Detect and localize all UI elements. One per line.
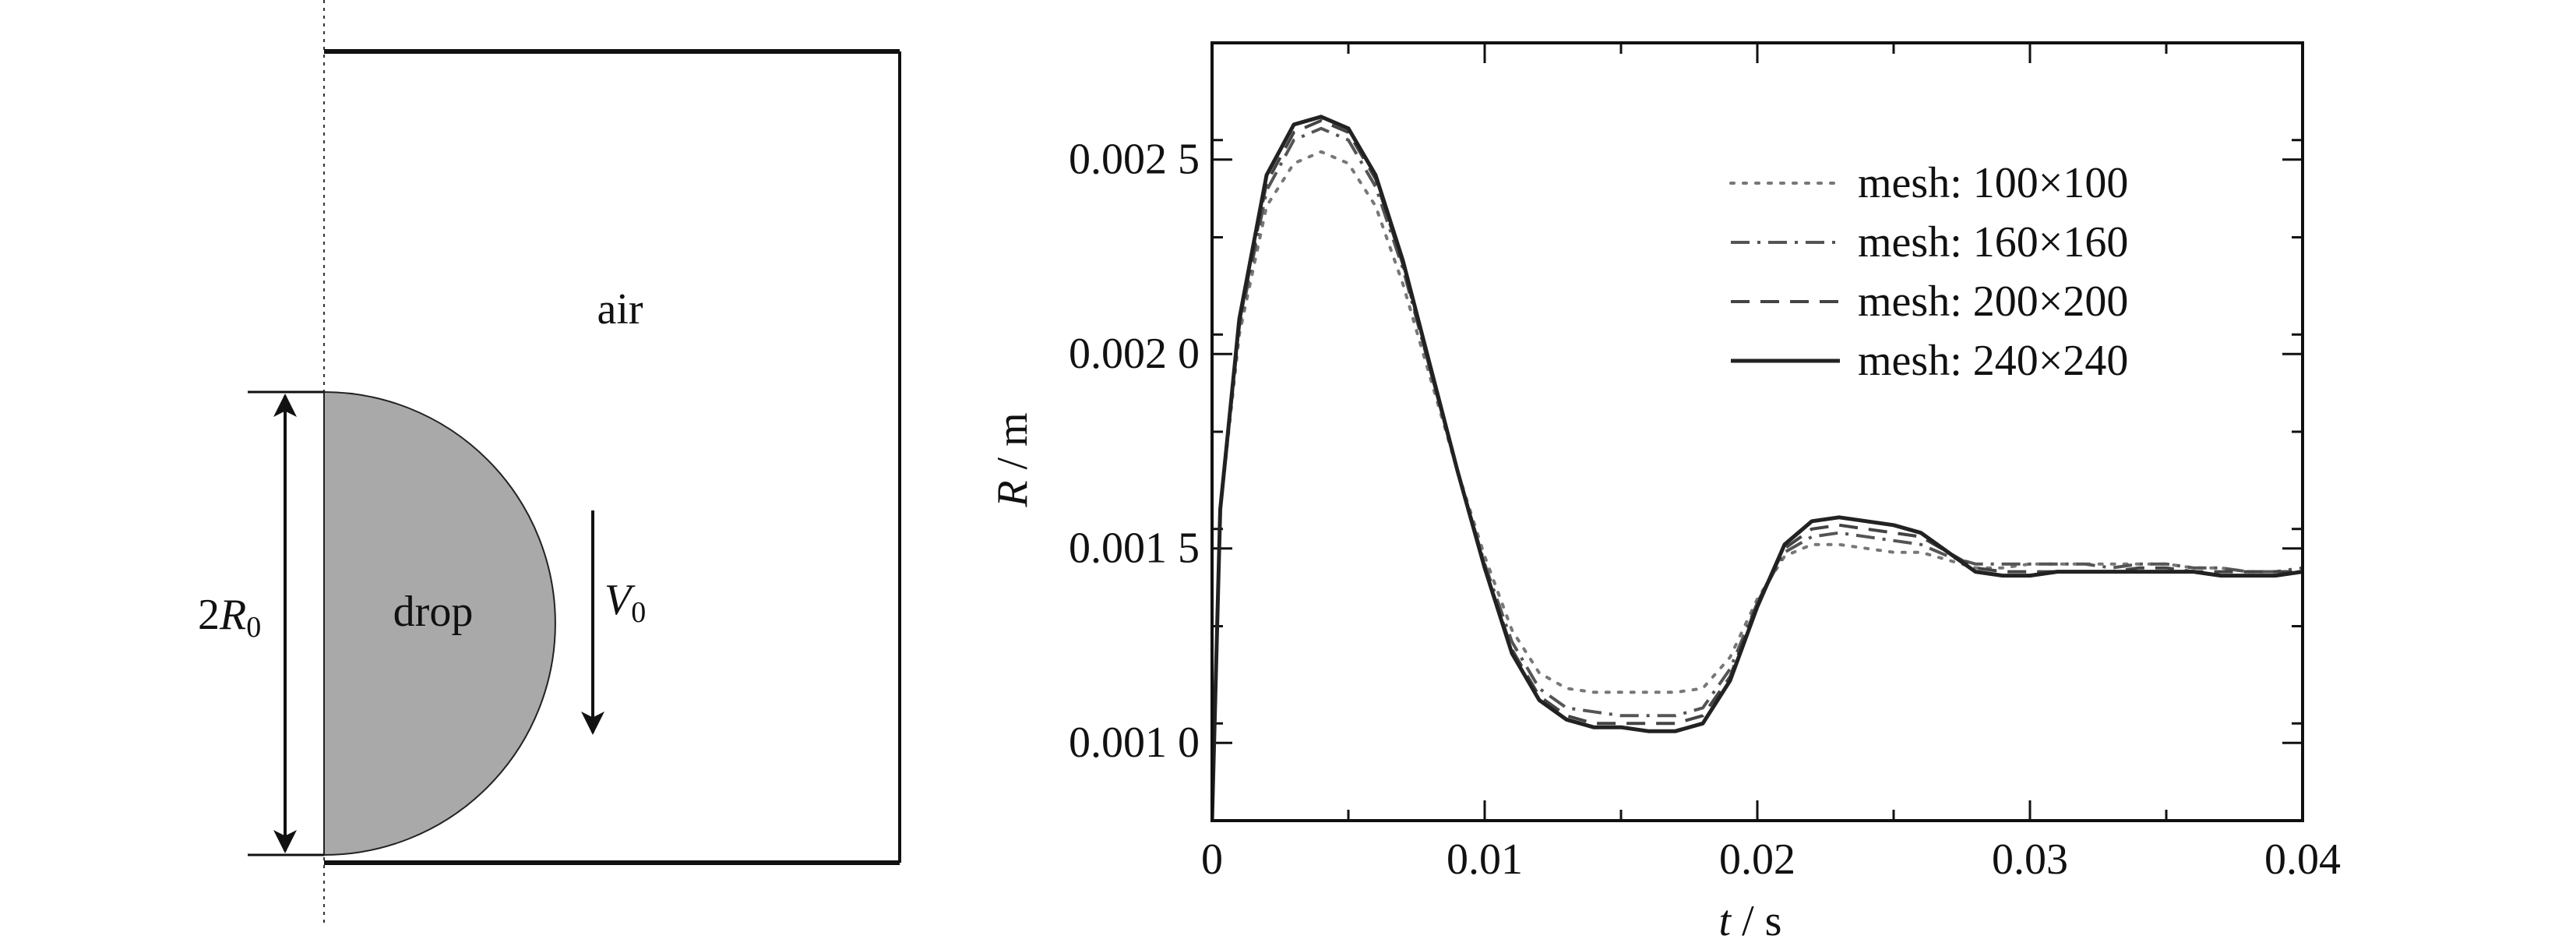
y-tick-label: 0.001 0 (1069, 719, 1200, 767)
legend-label: mesh: 200×200 (1858, 277, 2128, 326)
legend: mesh: 100×100 mesh: 160×160 mesh: 200×200 m… (1729, 159, 2128, 385)
x-tick-label: 0 (1201, 835, 1223, 884)
y-tick-label: 0.002 5 (1069, 136, 1200, 184)
series-line-3 (1212, 118, 2303, 821)
drop-shape (323, 390, 556, 856)
x-tick-label: 0.04 (2264, 835, 2341, 884)
velocity-label: V0 (604, 576, 646, 629)
y-tick-label: 0.002 0 (1069, 330, 1200, 378)
x-tick-label: 0.02 (1719, 835, 1795, 884)
x-axis-label: t / s (1719, 897, 1782, 945)
chart: 0.001 0 0.001 5 0.002 0 0.002 5 0 0.01 0.02 0.… (988, 41, 2341, 945)
plot-frame (1210, 41, 2304, 822)
diameter-label: 2R0 (198, 591, 261, 644)
x-axis-ticks: 0 0.01 0.02 0.03 0.04 (1201, 43, 2341, 884)
schematic-diagram: air drop 2R0 V0 (198, 0, 901, 927)
x-tick-label: 0.03 (1992, 835, 2068, 884)
series-line-4 (1212, 115, 2303, 821)
legend-label: mesh: 240×240 (1858, 337, 2128, 385)
air-label: air (597, 285, 643, 334)
y-axis-ticks: 0.001 0 0.001 5 0.002 0 0.002 5 (1069, 41, 2303, 822)
series-line-1 (1212, 150, 2303, 821)
legend-label: mesh: 100×100 (1858, 159, 2128, 207)
x-tick-label: 0.01 (1447, 835, 1523, 884)
y-tick-label: 0.001 5 (1069, 524, 1200, 573)
series-layer (1212, 115, 2303, 821)
drop-label: drop (393, 588, 474, 636)
legend-label: mesh: 160×160 (1858, 218, 2128, 267)
series-line-2 (1212, 126, 2303, 821)
y-axis-label: R / m (988, 412, 1037, 507)
